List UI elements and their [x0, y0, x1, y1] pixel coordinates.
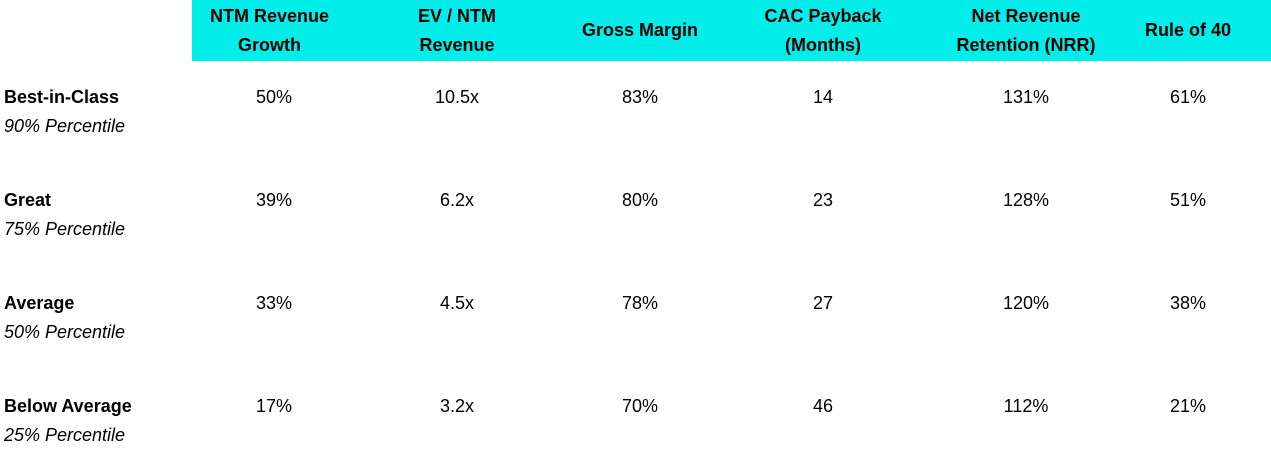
cell-value: 6.2x [439, 190, 475, 210]
row-subtitle: 90% Percentile [4, 116, 126, 136]
row-label-best-in-class: Best-in-Class 90% Percentile [4, 83, 189, 141]
column-header-line: Net Revenue [971, 5, 1081, 26]
column-header-line: CAC Payback [764, 5, 882, 26]
cell-value: 83% [621, 87, 659, 107]
column-header-rule-of-40: Rule of 40 [1118, 0, 1258, 61]
cell-value: 128% [1002, 190, 1050, 210]
column-header-cac-payback: CAC Payback (Months) [743, 0, 903, 61]
column-header-line: Gross Margin [581, 20, 699, 40]
cell-value: 50% [255, 87, 293, 107]
cell-value: 14 [812, 87, 834, 107]
cell-value: 4.5x [439, 293, 475, 313]
cell-value: 23 [812, 190, 834, 210]
cell-value: 78% [621, 293, 659, 313]
column-header-line: Retention (NRR) [956, 34, 1096, 55]
cell-value: 80% [621, 190, 659, 210]
row-subtitle: 75% Percentile [4, 219, 126, 239]
cell-value: 61% [1169, 87, 1207, 107]
cell-value: 46 [812, 396, 834, 416]
cell-value: 33% [255, 293, 293, 313]
row-title: Average [4, 293, 75, 313]
row-title: Great [4, 190, 52, 210]
column-header-line: EV / NTM [417, 5, 496, 26]
cell-value: 120% [1002, 293, 1050, 313]
column-header-line: Rule of 40 [1144, 20, 1232, 40]
column-header-line: Growth [238, 34, 301, 55]
row-subtitle: 25% Percentile [4, 425, 126, 445]
row-subtitle: 50% Percentile [4, 322, 126, 342]
column-header-gross-margin: Gross Margin [560, 0, 720, 61]
column-header-net-revenue-retention: Net Revenue Retention (NRR) [926, 0, 1126, 61]
row-label-below-average: Below Average 25% Percentile [4, 392, 189, 450]
column-header-line: Revenue [419, 34, 495, 55]
row-label-great: Great 75% Percentile [4, 186, 189, 244]
column-header-line: (Months) [785, 34, 861, 55]
cell-value: 21% [1169, 396, 1207, 416]
column-header-ev-ntm-revenue: EV / NTM Revenue [377, 0, 537, 61]
cell-value: 70% [621, 396, 659, 416]
cell-value: 112% [1003, 396, 1049, 416]
column-header-ntm-revenue-growth: NTM Revenue Growth [192, 0, 347, 61]
row-label-average: Average 50% Percentile [4, 289, 189, 347]
row-title: Best-in-Class [4, 87, 120, 107]
cell-value: 39% [255, 190, 293, 210]
header-band [192, 0, 1271, 61]
cell-value: 131% [1002, 87, 1050, 107]
cell-value: 10.5x [434, 87, 480, 107]
column-header-line: NTM Revenue [209, 5, 330, 26]
cell-value: 38% [1169, 293, 1207, 313]
cell-value: 3.2x [439, 396, 475, 416]
cell-value: 51% [1169, 190, 1207, 210]
cell-value: 17% [255, 396, 293, 416]
cell-value: 27 [812, 293, 834, 313]
row-title: Below Average [4, 396, 132, 416]
